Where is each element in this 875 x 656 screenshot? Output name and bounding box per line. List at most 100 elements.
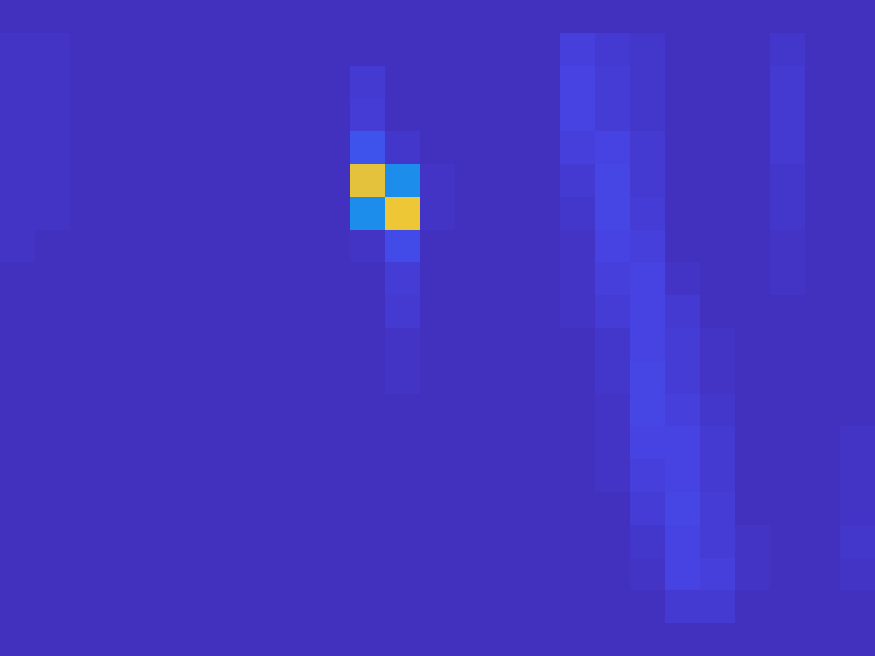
heatmap-cell bbox=[280, 295, 316, 328]
heatmap-cell bbox=[385, 131, 421, 164]
heatmap-cell bbox=[0, 230, 36, 263]
heatmap-cell bbox=[105, 558, 141, 591]
heatmap-cell bbox=[490, 262, 526, 295]
heatmap-cell bbox=[840, 328, 875, 361]
heatmap-cell bbox=[210, 590, 246, 623]
heatmap-cell bbox=[525, 361, 561, 394]
heatmap-cell bbox=[840, 131, 875, 164]
heatmap-cell bbox=[280, 394, 316, 427]
heatmap-cell bbox=[210, 295, 246, 328]
heatmap-cell bbox=[0, 361, 36, 394]
heatmap-cell bbox=[700, 0, 736, 33]
heatmap-cell bbox=[735, 328, 771, 361]
heatmap-cell bbox=[105, 164, 141, 197]
heatmap-cell bbox=[735, 66, 771, 99]
heatmap-cell bbox=[280, 66, 316, 99]
heatmap-cell bbox=[35, 623, 71, 656]
heatmap-cell bbox=[350, 459, 386, 492]
heatmap-cell bbox=[840, 98, 875, 131]
heatmap-cell bbox=[735, 0, 771, 33]
heatmap-cell bbox=[595, 230, 631, 263]
heatmap-cell bbox=[70, 98, 106, 131]
heatmap-cell bbox=[385, 394, 421, 427]
heatmap-cell bbox=[490, 623, 526, 656]
heatmap-cell bbox=[630, 328, 666, 361]
heatmap-cell bbox=[385, 295, 421, 328]
heatmap-cell bbox=[525, 623, 561, 656]
heatmap-cell bbox=[245, 328, 281, 361]
heatmap-cell bbox=[455, 558, 491, 591]
heatmap-cell bbox=[665, 197, 701, 230]
heatmap-cell bbox=[140, 492, 176, 525]
heatmap-cell bbox=[0, 295, 36, 328]
heatmap-cell bbox=[175, 131, 211, 164]
heatmap-cell bbox=[0, 525, 36, 558]
heatmap-cell bbox=[315, 426, 351, 459]
heatmap-cell bbox=[700, 197, 736, 230]
heatmap-cell bbox=[0, 623, 36, 656]
heatmap-cell bbox=[105, 230, 141, 263]
heatmap-cell bbox=[700, 525, 736, 558]
heatmap-cell bbox=[210, 623, 246, 656]
heatmap-cell bbox=[805, 394, 841, 427]
heatmap-cell bbox=[35, 394, 71, 427]
heatmap-cell bbox=[280, 98, 316, 131]
heatmap-cell bbox=[0, 590, 36, 623]
heatmap-cell bbox=[350, 230, 386, 263]
heatmap-cell bbox=[490, 394, 526, 427]
heatmap-cell bbox=[700, 459, 736, 492]
heatmap-cell bbox=[245, 623, 281, 656]
heatmap-cell bbox=[490, 426, 526, 459]
heatmap-cell bbox=[420, 426, 456, 459]
heatmap-cell bbox=[665, 361, 701, 394]
heatmap-cell bbox=[805, 33, 841, 66]
heatmap-cell bbox=[840, 525, 875, 558]
heatmap-cell bbox=[805, 558, 841, 591]
heatmap-cell bbox=[525, 66, 561, 99]
heatmap-cell bbox=[105, 426, 141, 459]
heatmap-cell bbox=[0, 328, 36, 361]
heatmap-cell bbox=[595, 33, 631, 66]
heatmap-cell bbox=[105, 197, 141, 230]
heatmap-cell bbox=[385, 328, 421, 361]
heatmap-cell bbox=[665, 98, 701, 131]
heatmap-cell bbox=[630, 98, 666, 131]
heatmap-cell bbox=[490, 525, 526, 558]
heatmap-cell bbox=[140, 33, 176, 66]
heatmap-cell bbox=[595, 328, 631, 361]
heatmap-cell bbox=[0, 492, 36, 525]
heatmap-cell bbox=[350, 426, 386, 459]
heatmap-cell bbox=[280, 623, 316, 656]
heatmap-cell bbox=[665, 525, 701, 558]
heatmap-cell bbox=[525, 525, 561, 558]
heatmap-cell bbox=[700, 131, 736, 164]
heatmap-cell bbox=[70, 164, 106, 197]
heatmap-cell bbox=[140, 66, 176, 99]
heatmap-cell bbox=[455, 197, 491, 230]
heatmap-cell bbox=[0, 426, 36, 459]
heatmap-cell bbox=[140, 459, 176, 492]
heatmap-cell bbox=[700, 98, 736, 131]
heatmap-cell bbox=[385, 33, 421, 66]
heatmap-cell bbox=[560, 0, 596, 33]
heatmap-cell bbox=[525, 230, 561, 263]
heatmap-cell bbox=[700, 590, 736, 623]
heatmap-cell bbox=[595, 394, 631, 427]
heatmap-cell bbox=[805, 98, 841, 131]
heatmap-cell bbox=[805, 525, 841, 558]
heatmap-cell bbox=[455, 98, 491, 131]
heatmap-cell bbox=[350, 525, 386, 558]
heatmap-cell bbox=[280, 361, 316, 394]
heatmap-cell bbox=[70, 262, 106, 295]
heatmap-cell bbox=[455, 262, 491, 295]
heatmap-cell bbox=[735, 98, 771, 131]
heatmap-cell bbox=[350, 623, 386, 656]
heatmap-cell bbox=[770, 558, 806, 591]
heatmap-cell bbox=[630, 492, 666, 525]
heatmap-cell bbox=[560, 328, 596, 361]
heatmap-cell bbox=[280, 0, 316, 33]
heatmap-cell bbox=[455, 361, 491, 394]
heatmap-cell bbox=[35, 98, 71, 131]
heatmap-cell bbox=[840, 426, 875, 459]
heatmap-cell bbox=[840, 197, 875, 230]
